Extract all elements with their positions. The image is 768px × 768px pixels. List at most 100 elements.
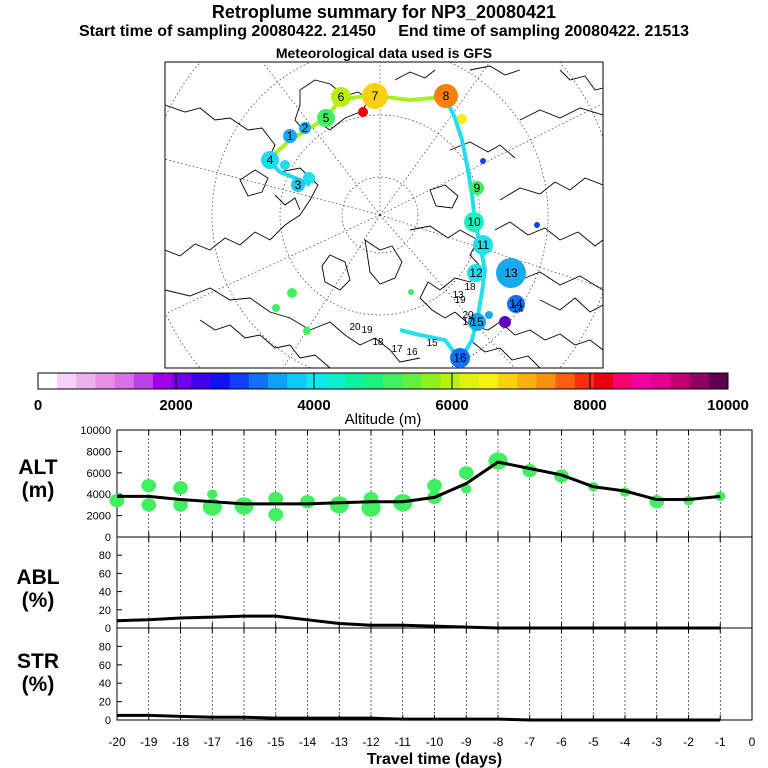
alt-bubble <box>427 478 442 493</box>
colorbar-segment <box>229 373 250 389</box>
plume-dot <box>280 160 290 170</box>
plume-circle <box>467 264 485 282</box>
colorbar-segment <box>114 373 135 389</box>
colorbar-tick-label: 2000 <box>159 397 192 414</box>
plume-circle <box>473 235 493 255</box>
plume-dot <box>303 172 315 184</box>
colorbar-tick-label: 8000 <box>573 397 606 414</box>
alt-bubble <box>141 498 157 512</box>
plume-dot <box>499 316 511 328</box>
plume-age-label: 19 <box>361 325 373 336</box>
plume-dot <box>485 311 493 319</box>
plume-circle-label: 2 <box>302 121 309 135</box>
plume-circle-label: 12 <box>469 266 483 280</box>
x-tick-label: -13 <box>331 735 349 749</box>
plume-circle-label: 3 <box>295 178 302 192</box>
colorbar-segment <box>153 373 173 389</box>
x-tick-label: 0 <box>749 735 756 749</box>
plume-circle <box>291 178 305 192</box>
plume-circle <box>299 122 311 134</box>
alt-bubble <box>458 466 474 480</box>
y-tick-label: 80 <box>99 550 111 562</box>
y-tick-label: 8000 <box>87 446 111 458</box>
x-tick-label: -17 <box>204 735 222 749</box>
alt-bubble <box>173 481 188 495</box>
colorbar-frame <box>37 372 729 390</box>
y-tick-label: 10000 <box>80 425 111 437</box>
plume-circle-label: 14 <box>509 297 523 311</box>
colorbar-segment <box>459 373 480 389</box>
plume-dot <box>358 107 368 117</box>
plume-dot <box>457 114 467 124</box>
plume-circle <box>496 258 526 288</box>
plume-age-label: 13 <box>452 290 464 301</box>
alt-bubble <box>234 497 254 515</box>
alt-label-line2: (m) <box>21 479 55 502</box>
colorbar-segment <box>325 373 346 389</box>
plume-age-label: 16 <box>406 347 418 358</box>
alt-bubble <box>141 478 157 493</box>
y-tick-label: 40 <box>99 678 111 690</box>
alt-bubble <box>361 499 381 517</box>
colorbar-segment <box>517 373 537 389</box>
x-tick-label: -18 <box>172 735 190 749</box>
plume-circle <box>362 83 388 109</box>
colorbar-segment <box>593 373 614 389</box>
str-label-line2: (%) <box>21 673 55 696</box>
plume-age-label: 17 <box>391 344 403 355</box>
series-line <box>117 713 721 722</box>
colorbar-segment <box>210 373 231 389</box>
alt-bubble <box>300 495 315 509</box>
colorbar-segment <box>76 373 96 389</box>
x-tick-label: -6 <box>556 735 567 749</box>
plume-age-label: 20 <box>462 310 474 321</box>
alt-bubble <box>207 489 218 499</box>
plume-circle-label: 6 <box>338 90 345 104</box>
series-line <box>117 460 721 506</box>
colorbar-tick-label: 6000 <box>435 397 468 414</box>
str-panel-label: STR (%) <box>8 650 68 696</box>
x-tick-label: -3 <box>651 735 662 749</box>
colorbar-segment <box>344 373 365 389</box>
x-tick-label: -5 <box>588 735 599 749</box>
plume-age-label: 18 <box>464 282 476 293</box>
x-tick-label: -10 <box>426 735 444 749</box>
plume-dot <box>272 304 280 312</box>
colorbar-segment <box>402 373 422 389</box>
plume-age-label: 14 <box>512 304 524 315</box>
colorbar-tick-label: 10000 <box>707 397 749 414</box>
colorbar-segment <box>133 373 154 389</box>
sampling-times: Start time of sampling 20080422. 21450 E… <box>0 23 768 41</box>
alt-label-line1: ALT <box>18 456 58 479</box>
colorbar-segment <box>440 373 461 389</box>
y-tick-label: 0 <box>105 623 111 635</box>
plume-circle-label: 13 <box>504 266 518 280</box>
plume-circle <box>261 151 279 169</box>
plume-dot <box>408 289 414 295</box>
graticule <box>165 62 603 368</box>
colorbar-segment <box>689 373 710 389</box>
colorbar-segment <box>632 373 652 389</box>
plume-age-label: 19 <box>454 295 466 306</box>
colorbar-segment <box>38 373 58 389</box>
colorbar-segment <box>57 373 77 389</box>
chart-title: Retroplume summary for NP3_20080421 <box>211 2 557 22</box>
colorbar: 0 2000 4000 6000 8000 10000 Altitude (m) <box>34 372 749 428</box>
plume-circle <box>450 348 470 368</box>
colorbar-segment <box>651 373 671 389</box>
colorbar-segment <box>555 373 576 389</box>
y-tick-label: 60 <box>99 568 111 580</box>
y-tick-label: 2000 <box>87 511 111 523</box>
x-tick-label: -20 <box>108 735 126 749</box>
alt-bubble <box>268 507 284 522</box>
y-tick-label: 20 <box>99 605 111 617</box>
plume-age-label: 17 <box>462 317 474 328</box>
x-axis-label: Travel time (days) <box>367 751 502 768</box>
colorbar-segment <box>191 373 211 389</box>
y-tick-label: 60 <box>99 660 111 672</box>
y-tick-label: 0 <box>105 532 111 544</box>
x-tick-label: -15 <box>267 735 285 749</box>
plume-dot <box>303 327 311 335</box>
alt-bubble <box>329 496 349 514</box>
